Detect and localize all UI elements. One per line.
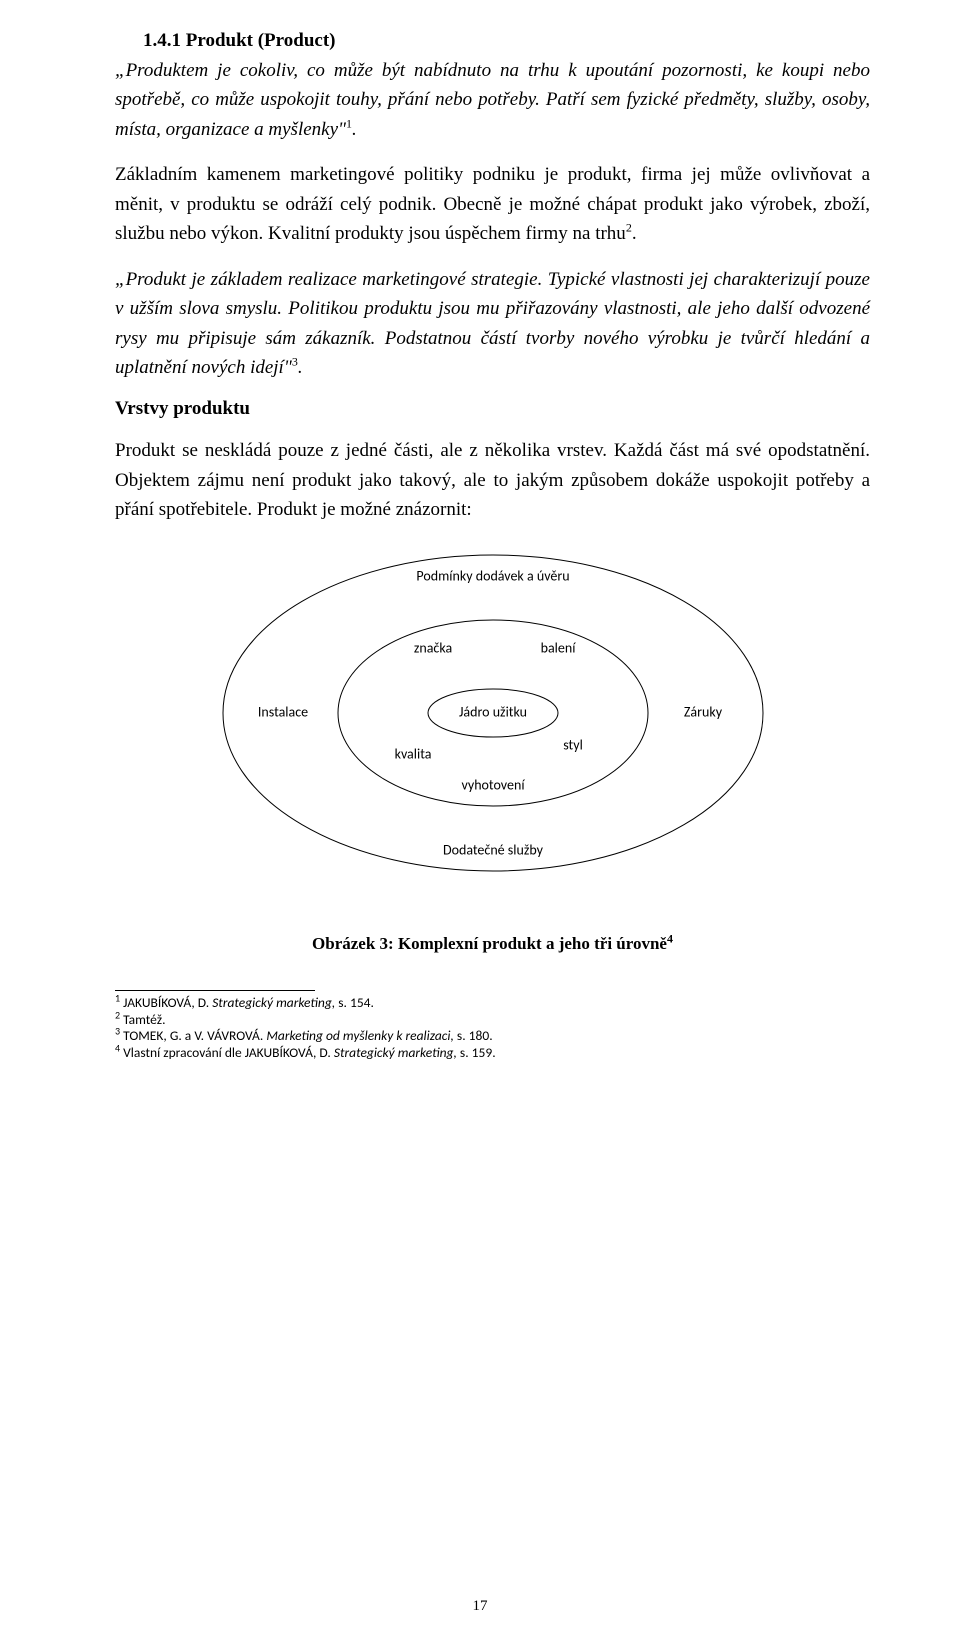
- label-outer-right: Záruky: [683, 703, 722, 720]
- paragraph-3: „Produkt je základem realizace marketing…: [115, 265, 870, 383]
- footnote-1: 1 JAKUBÍKOVÁ, D. Strategický marketing, …: [115, 995, 870, 1012]
- paragraph-2: Základním kamenem marketingové politiky …: [115, 160, 870, 248]
- footnote-1-a: JAKUBÍKOVÁ, D.: [120, 994, 212, 1011]
- section-heading: 1.4.1 Produkt (Product): [143, 30, 870, 52]
- paragraph-3-text: „Produkt je základem realizace marketing…: [115, 269, 870, 378]
- page: 1.4.1 Produkt (Product) „Produktem je co…: [0, 0, 960, 1633]
- footnote-4-b: s. 159.: [460, 1044, 496, 1061]
- label-outer-top: Podmínky dodávek a úvěru: [416, 567, 569, 584]
- label-mid-top-right: balení: [540, 639, 576, 656]
- footnote-2: 2 Tamtéž.: [115, 1012, 870, 1029]
- footnote-2-a: Tamtéž.: [120, 1011, 165, 1028]
- footnote-3-b: s. 180.: [457, 1027, 493, 1044]
- footnote-1-b: s. 154.: [338, 994, 374, 1011]
- footnote-4-a: Vlastní zpracování dle JAKUBÍKOVÁ, D.: [120, 1044, 334, 1061]
- paragraph-3-end: .: [298, 357, 303, 378]
- product-layers-diagram: Podmínky dodávek a úvěru Instalace Záruk…: [213, 541, 773, 886]
- footnote-3-a: TOMEK, G. a V. VÁVROVÁ.: [120, 1027, 266, 1044]
- page-number: 17: [0, 1598, 960, 1615]
- caption-text: Obrázek 3: Komplexní produkt a jeho tři …: [312, 934, 667, 953]
- paragraph-1-text: „Produktem je cokoliv, co může být nabíd…: [115, 60, 870, 140]
- footnote-3-i: Marketing od myšlenky k realizaci,: [266, 1027, 457, 1044]
- label-mid-bottom: vyhotovení: [461, 776, 525, 793]
- caption-sup: 4: [667, 931, 673, 945]
- label-outer-left: Instalace: [257, 703, 307, 720]
- paragraph-1-end: .: [352, 119, 357, 140]
- footnote-3: 3 TOMEK, G. a V. VÁVROVÁ. Marketing od m…: [115, 1028, 870, 1045]
- paragraph-1: „Produktem je cokoliv, co může být nabíd…: [115, 56, 870, 144]
- paragraph-2-text: Základním kamenem marketingové politiky …: [115, 164, 870, 244]
- label-core: Jádro užitku: [458, 703, 526, 720]
- heading-title: Produkt (Product): [186, 30, 336, 51]
- label-mid-top-left: značka: [413, 639, 451, 656]
- footnote-4: 4 Vlastní zpracování dle JAKUBÍKOVÁ, D. …: [115, 1045, 870, 1062]
- figure-caption: Obrázek 3: Komplexní produkt a jeho tři …: [115, 934, 870, 954]
- footnotes: 1 JAKUBÍKOVÁ, D. Strategický marketing, …: [115, 995, 870, 1063]
- label-outer-bottom: Dodatečné služby: [442, 841, 543, 858]
- paragraph-4: Produkt se neskládá pouze z jedné části,…: [115, 436, 870, 524]
- subheading: Vrstvy produktu: [115, 398, 870, 420]
- footnote-separator: [115, 990, 315, 991]
- label-mid-bot-right: styl: [563, 736, 583, 753]
- label-mid-bot-left: kvalita: [394, 745, 431, 762]
- footnote-4-i: Strategický marketing,: [334, 1044, 460, 1061]
- heading-number: 1.4.1: [143, 30, 181, 51]
- paragraph-2-end: .: [632, 223, 637, 244]
- footnote-1-i: Strategický marketing,: [212, 994, 338, 1011]
- diagram-svg: Podmínky dodávek a úvěru Instalace Záruk…: [213, 541, 773, 886]
